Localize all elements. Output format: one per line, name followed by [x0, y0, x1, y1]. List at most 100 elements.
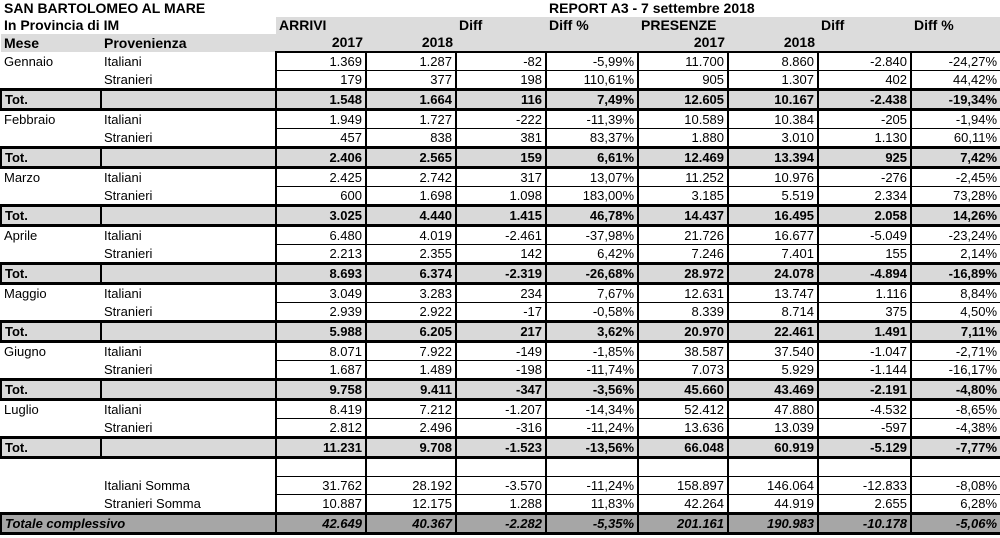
table-row: Stranieri 2.812 2.496 -316 -11,24% 13.636 13.0…: [1, 418, 1000, 438]
value-cell: -2,45%: [910, 166, 1000, 187]
value-cell: 16.677: [727, 224, 820, 245]
total-row: Tot. 9.758 9.411 -347 -3,56% 45.660 43.469 -2.1…: [0, 378, 1000, 401]
value-cell: 73,28%: [910, 186, 1000, 206]
total-row: Tot. 8.693 6.374 -2.319 -26,68% 28.972 24.078-…: [0, 262, 1000, 285]
provenienza-label: Stranieri: [104, 245, 153, 261]
value-cell: -1.144: [817, 360, 913, 380]
provenienza-label: Italiani: [104, 286, 142, 302]
value-cell: -1,94%: [910, 108, 1000, 129]
sum-row: Italiani Somma 31.762 28.192 -3.570 -11,24% 1…: [1, 476, 1000, 495]
value-cell: 1.698: [365, 186, 457, 206]
value-cell: 8.071: [275, 340, 367, 361]
value-cell: 3.283: [365, 282, 457, 303]
total-value-cell: 7,11%: [910, 320, 1000, 343]
value-cell: 10.589: [637, 108, 730, 129]
month-label: Febbraio: [4, 112, 56, 128]
total-value-cell: 16.495: [727, 204, 820, 227]
value-cell: 1.369: [275, 51, 367, 71]
value-cell: 317: [454, 166, 548, 187]
spacer-cell: [1, 458, 101, 477]
sum-value-cell: 28.192: [365, 476, 457, 495]
value-cell: 2.213: [275, 244, 367, 264]
total-row: Tot. 5.988 6.205 217 3,62% 20.970 22.461 1.491 7…: [0, 320, 1000, 343]
table-row: Stranieri 2.939 2.922 -17 -0,58% 8.339 8.714 37…: [1, 302, 1000, 322]
value-cell: 3.010: [727, 128, 820, 148]
total-value-cell: -13,56%: [545, 436, 640, 459]
arrivi-2018-header: 2018: [366, 34, 456, 52]
value-cell: 1.116: [817, 282, 913, 303]
total-value-cell: 6,61%: [545, 146, 640, 169]
value-cell: -316: [454, 418, 548, 438]
sum-value-cell: -3.570: [454, 476, 548, 495]
value-cell: 838: [365, 128, 457, 148]
total-value-cell: 4.440: [365, 204, 457, 227]
value-cell: 21.726: [637, 224, 730, 245]
value-cell: 10.384: [727, 108, 820, 129]
sum-value-cell: 31.762: [275, 476, 367, 495]
total-empty-cell: [100, 436, 277, 459]
total-value-cell: 14,26%: [910, 204, 1000, 227]
month-label: Gennaio: [4, 53, 54, 69]
table-row: Stranieri 600 1.698 1.098 183,00% 3.185 5.519 2…: [1, 186, 1000, 206]
value-cell: 375: [817, 302, 913, 322]
value-cell: 13,07%: [545, 166, 640, 187]
table-row: Stranieri 1.687 1.489 -198 -11,74% 7.073 5.929…: [1, 360, 1000, 380]
value-cell: 4,50%: [910, 302, 1000, 322]
total-value-cell: -16,89%: [910, 262, 1000, 285]
sum-value-cell: 1.288: [454, 494, 548, 514]
table-row: Gennaio Italiani 1.369 1.287 -82 -5,99% 11.700…: [1, 51, 1000, 71]
total-value-cell: 11.231: [275, 436, 367, 459]
month-cell: [1, 245, 101, 264]
value-cell: 10.976: [727, 166, 820, 187]
value-cell: -82: [454, 51, 548, 71]
total-value-cell: 2.406: [275, 146, 367, 169]
value-cell: -149: [454, 340, 548, 361]
total-value-cell: -5.129: [817, 436, 913, 459]
grand-total-value-cell: -10.178: [817, 512, 913, 535]
table-row: Luglio Italiani 8.419 7.212 -1.207 -14,34% 52.…: [1, 398, 1000, 419]
value-cell: 2.334: [817, 186, 913, 206]
total-value-cell: 2.565: [365, 146, 457, 169]
month-cell: [1, 419, 101, 438]
total-value-cell: -1.523: [454, 436, 548, 459]
grand-total-value-cell: 201.161: [637, 512, 730, 535]
value-cell: 179: [275, 70, 367, 90]
value-cell: 183,00%: [545, 186, 640, 206]
value-cell: 7.073: [637, 360, 730, 380]
presenze-diff-pct-header: Diff %: [911, 17, 1000, 34]
total-value-cell: -347: [454, 378, 548, 401]
total-value-cell: 925: [817, 146, 913, 169]
value-cell: -14,34%: [545, 398, 640, 419]
provenienza-header: Provenienza: [101, 34, 276, 52]
value-cell: 3.049: [275, 282, 367, 303]
total-value-cell: 20.970: [637, 320, 730, 343]
value-cell: 11.252: [637, 166, 730, 187]
total-label: Tot.: [0, 378, 102, 401]
total-row: Tot. 1.548 1.664 116 7,49% 12.605 10.167 -2.438…: [0, 88, 1000, 111]
grand-total-value-cell: 42.649: [275, 512, 367, 535]
total-empty-cell: [100, 146, 277, 169]
value-cell: 402: [817, 70, 913, 90]
total-value-cell: 28.972: [637, 262, 730, 285]
value-cell: 8.714: [727, 302, 820, 322]
total-value-cell: -2.319: [454, 262, 548, 285]
total-value-cell: 217: [454, 320, 548, 343]
value-cell: -276: [817, 166, 913, 187]
value-cell: 6,42%: [545, 244, 640, 264]
value-cell: -1.047: [817, 340, 913, 361]
value-cell: -2.461: [454, 224, 548, 245]
value-cell: 110,61%: [545, 70, 640, 90]
month-cell: [1, 187, 101, 206]
value-cell: -222: [454, 108, 548, 129]
month-label: Aprile: [4, 228, 38, 244]
total-value-cell: 24.078: [727, 262, 820, 285]
title-row: SAN BARTOLOMEO AL MARE REPORT A3 - 7 set…: [1, 0, 1000, 17]
value-cell: 2.355: [365, 244, 457, 264]
provenienza-label: Italiani: [104, 53, 142, 69]
spacer-cell: [454, 457, 548, 477]
value-cell: 2.812: [275, 418, 367, 438]
presenze-diff-header: Diff: [818, 17, 912, 34]
spacer-cell: [637, 457, 730, 477]
grand-total-value-cell: -2.282: [454, 512, 548, 535]
value-cell: -16,17%: [910, 360, 1000, 380]
